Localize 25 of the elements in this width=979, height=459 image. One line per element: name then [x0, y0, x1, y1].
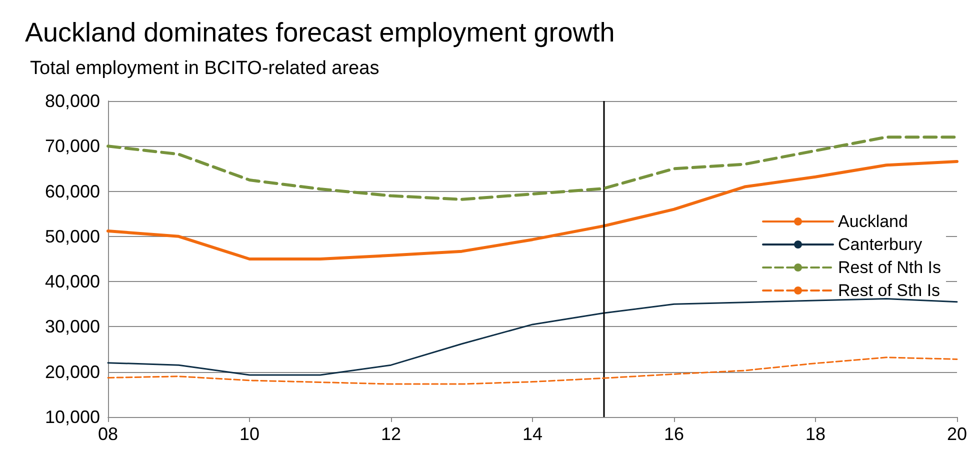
x-tick-label: 20	[946, 424, 968, 444]
line-series	[107, 356, 958, 385]
chart-subtitle: Total employment in BCITO-related areas	[30, 58, 380, 79]
legend-label: Rest of Sth Is	[838, 281, 940, 300]
x-tick-label: 12	[380, 424, 402, 444]
y-tick-label: 50,000	[44, 226, 100, 246]
y-tick-label: 70,000	[44, 136, 100, 156]
y-tick-label: 30,000	[44, 316, 100, 337]
legend-label: Rest of Nth Is	[838, 258, 942, 277]
line-series	[106, 136, 958, 201]
y-tick-label: 80,000	[44, 91, 100, 111]
x-tick-label: 10	[239, 424, 260, 444]
y-tick-label: 20,000	[44, 362, 100, 382]
line-series	[106, 160, 958, 260]
y-tick-label: 60,000	[44, 181, 100, 202]
x-tick-label: 18	[805, 424, 826, 444]
y-tick-label: 40,000	[44, 272, 100, 292]
y-tick-label: 10,000	[44, 407, 100, 427]
legend-label: Canterbury	[838, 235, 923, 254]
chart-title: Auckland dominates forecast employment growth	[25, 18, 615, 48]
x-tick-label: 16	[664, 424, 684, 444]
x-tick-label: 08	[98, 424, 118, 444]
line-series	[107, 298, 958, 376]
x-tick-label: 14	[522, 424, 543, 444]
legend-label: Auckland	[838, 212, 908, 231]
